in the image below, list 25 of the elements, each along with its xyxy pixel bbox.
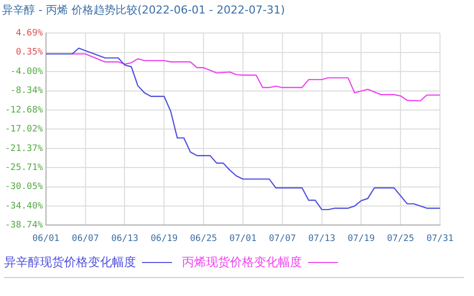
x-tick-label: 07/19 [348,234,375,244]
legend-label: 丙烯现货价格变化幅度 [182,254,302,271]
y-tick-label: -25.71% [4,162,44,173]
y-tick-label: -12.68% [4,105,44,116]
y-tick-label: 4.69% [16,28,44,39]
x-tick-label: 06/13 [111,234,138,244]
y-tick-label: -30.05% [4,182,44,192]
x-tick-label: 07/07 [268,234,296,244]
y-tick-label: -38.74% [4,220,44,231]
x-tick-label: 06/07 [72,234,99,244]
y-tick-label: -34.40% [4,201,44,212]
x-tick-label: 07/13 [308,234,336,244]
x-tick-label: 07/25 [387,234,414,244]
y-tick-label: -4.00% [10,66,44,77]
y-tick-label: -8.34% [10,86,44,96]
x-tick-label: 06/19 [150,234,178,244]
y-tick-label: -21.37% [4,144,44,154]
x-tick-label: 07/01 [229,234,257,244]
y-tick-label: 0.35% [16,48,44,58]
chart-title: 异辛醇 - 丙烯 价格趋势比较(2022-06-01 - 2022-07-31) [2,3,285,16]
x-tick-label: 06/01 [32,234,60,244]
x-tick-label: 06/25 [190,234,218,244]
x-tick-label: 07/31 [426,234,454,244]
legend-label: 异辛醇现货价格变化幅度 [4,254,136,271]
y-tick-label: -17.02% [4,124,44,135]
